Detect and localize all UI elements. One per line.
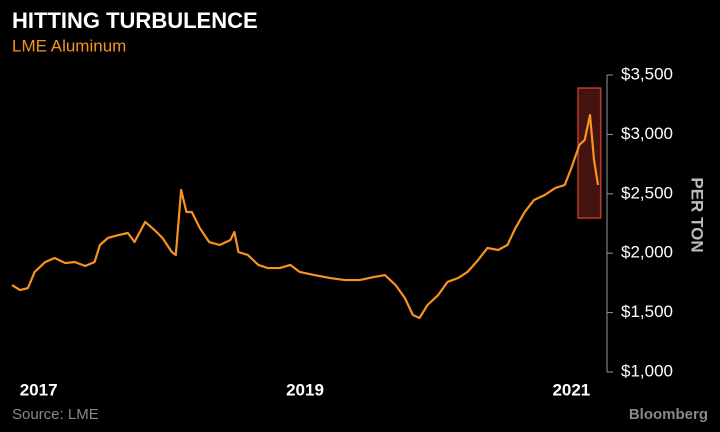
y-tick-label: $2,000 xyxy=(621,243,673,262)
brand: Bloomberg xyxy=(629,406,708,423)
price-line xyxy=(11,113,600,320)
x-tick-label: 2021 xyxy=(552,380,590,399)
x-tick-label: 2017 xyxy=(20,380,58,399)
y-tick-label: $2,500 xyxy=(621,183,673,202)
y-tick-label: $3,000 xyxy=(621,124,673,143)
y-axis-label: PER TON xyxy=(688,177,707,252)
highlight-box xyxy=(577,87,602,219)
chart-subtitle: LME Aluminum xyxy=(12,36,126,55)
y-tick-label: $3,500 xyxy=(621,64,673,83)
x-tick-label: 2019 xyxy=(286,380,324,399)
y-tick-label: $1,000 xyxy=(621,361,673,380)
y-tick-label: $1,500 xyxy=(621,302,673,321)
source: Source: LME xyxy=(12,406,99,423)
chart-title: HITTING TURBULENCE xyxy=(12,8,258,33)
